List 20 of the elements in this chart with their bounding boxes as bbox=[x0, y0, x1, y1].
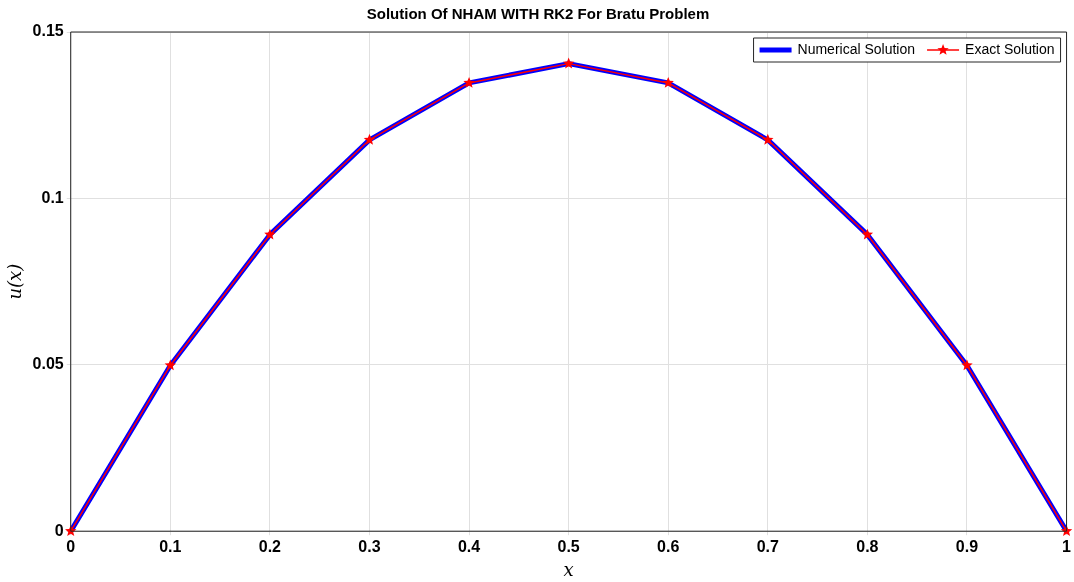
x-tick-label: 0.6 bbox=[657, 538, 680, 556]
x-tick-label: 0.2 bbox=[258, 538, 282, 556]
x-tick-label: 1 bbox=[1062, 538, 1072, 556]
y-axis-title: u(x) bbox=[4, 263, 26, 300]
x-tick-label: 0.4 bbox=[457, 538, 481, 556]
y-tick-label: 0.05 bbox=[32, 355, 64, 373]
x-tick-label: 0 bbox=[66, 538, 76, 556]
x-tick-label: 0.7 bbox=[756, 538, 780, 556]
x-tick-label: 0.5 bbox=[557, 538, 580, 556]
x-tick-label: 0.8 bbox=[856, 538, 879, 556]
x-tick-label: 0.9 bbox=[955, 538, 979, 556]
legend-label: Exact Solution bbox=[965, 40, 1055, 57]
y-tick-label: 0.15 bbox=[32, 22, 64, 40]
chart-title: Solution Of NHAM WITH RK2 For Bratu Problem bbox=[366, 5, 710, 23]
x-axis-title: x bbox=[563, 558, 574, 580]
legend-label: Numerical Solution bbox=[797, 40, 916, 57]
y-tick-label: 0 bbox=[54, 521, 64, 539]
x-tick-label: 0.1 bbox=[159, 538, 182, 556]
y-tick-label: 0.1 bbox=[41, 188, 64, 206]
x-tick-label: 0.3 bbox=[358, 538, 381, 556]
